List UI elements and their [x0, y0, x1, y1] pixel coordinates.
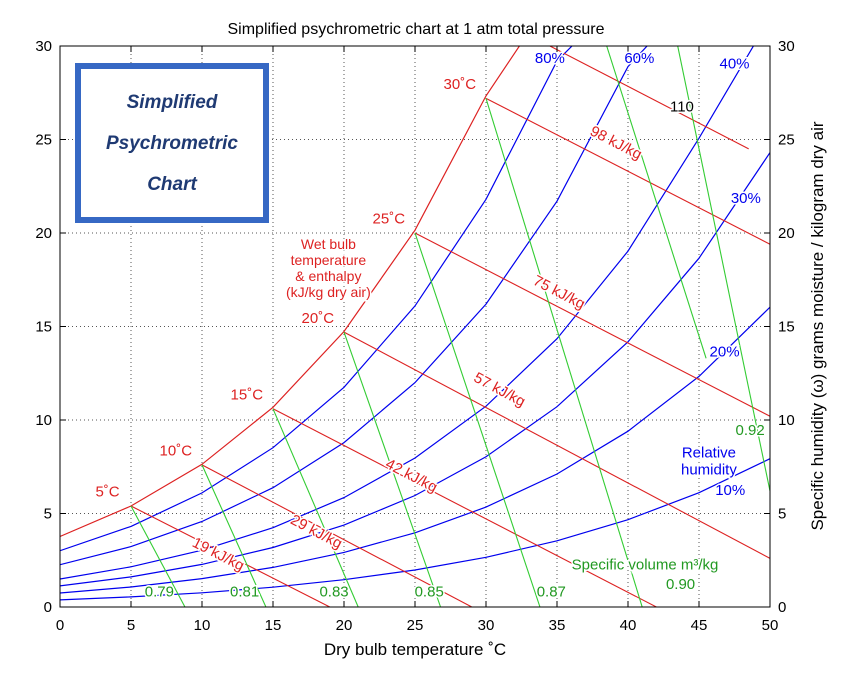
x-tick-label: 0	[56, 617, 64, 634]
enthalpy-label: 98 kJ/kg	[587, 123, 644, 164]
rh-label: 30%	[731, 190, 761, 207]
volume-line	[414, 232, 541, 607]
y-tick-label-left: 5	[44, 506, 52, 523]
y-tick-label-left: 30	[35, 38, 52, 55]
overlay-line-3: Chart	[147, 173, 197, 195]
rh-annotation: Relative	[682, 444, 736, 461]
rh-curve-100pct	[60, 46, 521, 538]
enthalpy-line	[343, 331, 770, 559]
volume-label: 0.81	[230, 584, 259, 601]
rh-curve-80pct	[60, 46, 573, 552]
x-tick-label: 30	[478, 617, 495, 634]
enthalpy-line	[272, 408, 657, 607]
series	[60, 46, 770, 607]
rh-label: 60%	[624, 50, 654, 67]
wet-bulb-label: 15˚C	[231, 386, 264, 403]
rh-annotation: humidity	[681, 461, 737, 478]
volume-line	[272, 408, 359, 607]
y-tick-label-right: 0	[778, 599, 786, 616]
x-tick-label: 40	[620, 617, 637, 634]
rh-curve-30pct	[60, 152, 770, 587]
y-tick-label-left: 20	[35, 225, 52, 242]
rh-curve-60pct	[60, 46, 648, 566]
y-tick-label-left: 15	[35, 319, 52, 336]
enthalpy-label: 19 kJ/kg	[189, 534, 247, 574]
overlay-line-2: Psychrometric	[105, 132, 238, 154]
x-tick-label: 20	[336, 617, 353, 634]
volume-label: 0.79	[145, 584, 174, 601]
enthalpy-line	[201, 464, 473, 607]
y-tick-label-right: 5	[778, 506, 786, 523]
enthalpy-line	[414, 232, 770, 417]
volume-line	[343, 331, 442, 607]
x-axis-label: Dry bulb temperature ˚C	[324, 640, 506, 659]
y-tick-label-right: 15	[778, 319, 795, 336]
volume-line	[201, 464, 267, 607]
volume-label: 0.90	[666, 576, 695, 593]
volume-label: 0.85	[415, 584, 444, 601]
rh-label: 10%	[715, 482, 745, 499]
y-tick-label-left: 0	[44, 599, 52, 616]
grid	[60, 46, 770, 607]
volume-annotation: Specific volume m³/kg	[572, 557, 719, 574]
wet-bulb-annotation: temperature	[291, 252, 367, 268]
x-tick-label: 10	[194, 617, 211, 634]
x-tick-label: 50	[762, 617, 779, 634]
enthalpy-label: 29 kJ/kg	[288, 511, 345, 552]
overlay-line-1: Simplified	[126, 91, 218, 113]
y-tick-label-right: 10	[778, 412, 795, 429]
volume-line	[677, 46, 770, 492]
wet-bulb-label: 20˚C	[302, 310, 335, 327]
y-tick-label-right: 20	[778, 225, 795, 242]
wet-bulb-label: 30˚C	[444, 76, 477, 93]
y-tick-label-left: 10	[35, 412, 52, 429]
volume-line	[606, 46, 707, 359]
enthalpy-line	[485, 97, 770, 245]
y-tick-label-left: 25	[35, 132, 52, 149]
x-tick-label: 35	[549, 617, 566, 634]
chart-title: Simplified psychrometric chart at 1 atm …	[227, 21, 604, 38]
y-tick-label-right: 30	[778, 38, 795, 55]
chart-title-overlay-box: Simplified Psychrometric Chart	[75, 63, 269, 223]
x-tick-label: 15	[265, 617, 282, 634]
volume-line	[130, 505, 186, 607]
enthalpy-label: 42 kJ/kg	[383, 455, 440, 496]
rh-label: 40%	[719, 55, 749, 72]
wet-bulb-label: 5˚C	[95, 484, 119, 501]
enthalpy-line	[549, 46, 749, 150]
rh-label: 80%	[535, 50, 565, 67]
volume-label: 0.92	[736, 422, 765, 439]
volume-label: 0.87	[537, 584, 566, 601]
wet-bulb-annotation: (kJ/kg dry air)	[286, 284, 371, 300]
wet-bulb-annotation: Wet bulb	[301, 236, 356, 252]
y-tick-label-right: 25	[778, 132, 795, 149]
volume-line	[485, 98, 643, 607]
right-axis-label: Specific humidity (ω) grams moisture / k…	[808, 121, 827, 530]
volume-label: 0.83	[319, 584, 348, 601]
enthalpy-line	[130, 505, 331, 607]
x-tick-label: 45	[691, 617, 708, 634]
wet-bulb-label: 10˚C	[160, 443, 193, 460]
x-tick-label: 25	[407, 617, 424, 634]
enthalpy-label: 110	[670, 98, 694, 115]
rh-label: 20%	[710, 343, 740, 360]
wet-bulb-annotation: & enthalpy	[295, 268, 361, 284]
wet-bulb-label: 25˚C	[373, 211, 406, 228]
rh-curve-40pct	[60, 46, 755, 580]
x-tick-label: 5	[127, 617, 135, 634]
